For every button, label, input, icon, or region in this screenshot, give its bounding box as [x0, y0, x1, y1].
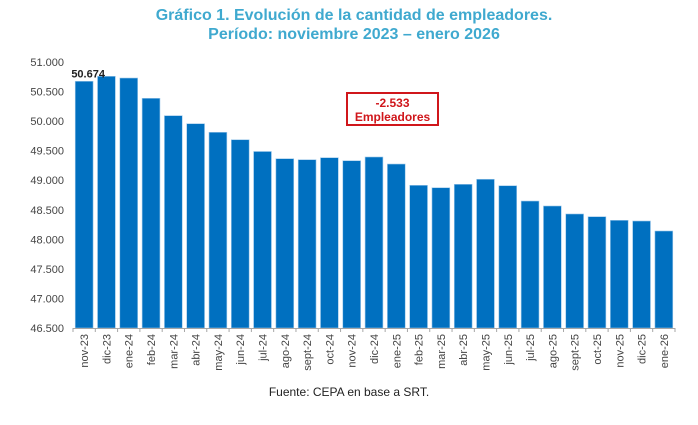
bar [141, 97, 161, 329]
data-labels: 50.674 [71, 68, 106, 80]
bar [610, 219, 629, 329]
x-tick-label: may-24 [213, 334, 225, 371]
bar [409, 185, 428, 329]
bar [543, 205, 562, 329]
x-tick-label: nov-23 [79, 334, 91, 368]
x-tick-label: dic-25 [637, 334, 649, 364]
x-tick-label: ene-26 [659, 334, 671, 368]
x-tick-label: ago-24 [280, 334, 292, 368]
bar [587, 216, 607, 329]
bar [253, 151, 272, 329]
bar [74, 80, 94, 329]
bar [320, 157, 339, 329]
x-tick-label: oct-24 [324, 334, 336, 365]
bar [498, 185, 517, 329]
bar [342, 160, 361, 329]
bar [164, 115, 183, 329]
data-label: 50.674 [71, 68, 106, 80]
change-annotation: -2.533 Empleadores [346, 92, 439, 126]
bars [74, 76, 674, 329]
y-tick-label: 48.000 [30, 234, 64, 246]
x-tick-label: dic-23 [101, 334, 113, 364]
bar [520, 200, 540, 329]
x-tick-label: nov-24 [347, 334, 359, 368]
y-tick-label: 49.000 [30, 175, 64, 187]
y-tick-label: 50.500 [30, 87, 64, 99]
y-tick-label: 51.000 [30, 57, 64, 69]
bar [364, 156, 384, 329]
bar [387, 163, 406, 329]
bar [208, 131, 228, 329]
bar [476, 178, 495, 329]
x-tick-label: abr-24 [191, 334, 203, 366]
x-tick-label: ene-24 [124, 334, 136, 368]
bar [97, 76, 116, 329]
bar [297, 159, 317, 329]
x-tick-label: dic-24 [369, 334, 381, 364]
y-axis: 46.500 47.000 47.500 48.000 48.500 49.000 49.5… [30, 57, 64, 335]
bar [565, 213, 584, 329]
annotation-label: Empleadores [354, 110, 431, 124]
x-tick-label: ene-25 [391, 334, 403, 368]
x-tick-label: feb-24 [146, 334, 158, 365]
x-tick-label: sept-25 [570, 334, 582, 371]
y-tick-label: 46.500 [30, 323, 64, 335]
y-tick-label: 49.500 [30, 146, 64, 158]
x-tick-label: feb-25 [414, 334, 426, 365]
annotation-value: -2.533 [375, 96, 410, 110]
x-tick-label: abr-25 [458, 334, 470, 366]
chart-subtitle: Período: noviembre 2023 – enero 2026 [208, 26, 500, 43]
x-tick-label: mar-24 [168, 334, 180, 369]
y-tick-label: 48.500 [30, 205, 64, 217]
y-tick-label: 50.000 [30, 116, 64, 128]
bar [431, 187, 451, 329]
bar [231, 139, 250, 329]
bar [275, 158, 295, 329]
bar [654, 230, 674, 329]
bar [186, 123, 205, 329]
x-tick-label: ago-25 [547, 334, 559, 368]
x-tick-label: mar-25 [436, 334, 448, 369]
x-tick-label: oct-25 [592, 334, 604, 365]
x-tick-label: nov-25 [614, 334, 626, 368]
x-tick-label: jul-25 [525, 334, 537, 362]
bar [119, 77, 138, 329]
x-tick-label: jun-24 [235, 334, 247, 366]
bar [453, 184, 473, 329]
x-tick-label: jul-24 [258, 334, 270, 362]
chart-title: Gráfico 1. Evolución de la cantidad de e… [155, 7, 553, 24]
y-tick-label: 47.500 [30, 264, 64, 276]
source-note: Fuente: CEPA en base a SRT. [268, 385, 430, 399]
x-tick-label: jun-25 [503, 334, 515, 366]
x-axis: nov-23 dic-23 ene-24 feb-24 mar-24 abr-24 may-… [72, 328, 676, 371]
x-tick-label: may-25 [480, 334, 492, 371]
x-tick-label: sept-24 [302, 334, 314, 371]
bar [632, 220, 651, 329]
y-tick-label: 47.000 [30, 293, 64, 305]
